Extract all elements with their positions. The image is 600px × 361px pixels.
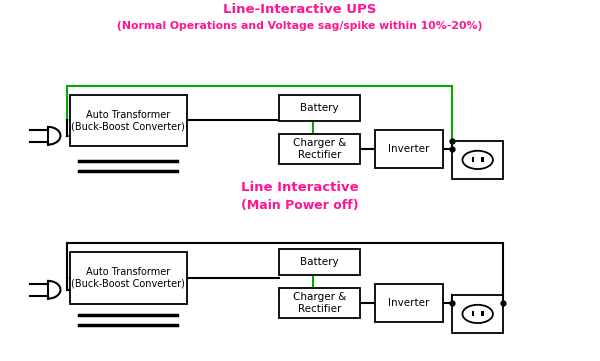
Bar bbox=[70, 252, 187, 304]
Bar bbox=[472, 157, 475, 162]
Text: Charger &
Rectifier: Charger & Rectifier bbox=[293, 292, 346, 314]
Text: Line-Interactive UPS: Line-Interactive UPS bbox=[223, 3, 377, 16]
Bar bbox=[70, 95, 187, 147]
Bar bbox=[452, 295, 503, 333]
Text: Charger &
Rectifier: Charger & Rectifier bbox=[293, 138, 346, 160]
Bar bbox=[452, 141, 503, 179]
Text: Battery: Battery bbox=[300, 257, 339, 267]
Text: (Main Power off): (Main Power off) bbox=[241, 199, 359, 212]
Text: Line Interactive: Line Interactive bbox=[241, 181, 359, 194]
Bar bbox=[374, 284, 443, 322]
Text: Inverter: Inverter bbox=[388, 144, 430, 154]
Text: Auto Transformer
(Buck-Boost Converter): Auto Transformer (Buck-Boost Converter) bbox=[71, 110, 185, 131]
Bar bbox=[472, 312, 475, 317]
Bar bbox=[481, 312, 484, 317]
Text: Auto Transformer
(Buck-Boost Converter): Auto Transformer (Buck-Boost Converter) bbox=[71, 267, 185, 289]
Text: Inverter: Inverter bbox=[388, 298, 430, 308]
Bar bbox=[279, 95, 360, 121]
Bar bbox=[279, 134, 360, 164]
Bar bbox=[279, 288, 360, 318]
Bar bbox=[374, 130, 443, 168]
Bar bbox=[279, 249, 360, 275]
Text: (Normal Operations and Voltage sag/spike within 10%-20%): (Normal Operations and Voltage sag/spike… bbox=[118, 21, 482, 31]
Bar bbox=[481, 157, 484, 162]
Text: Battery: Battery bbox=[300, 103, 339, 113]
